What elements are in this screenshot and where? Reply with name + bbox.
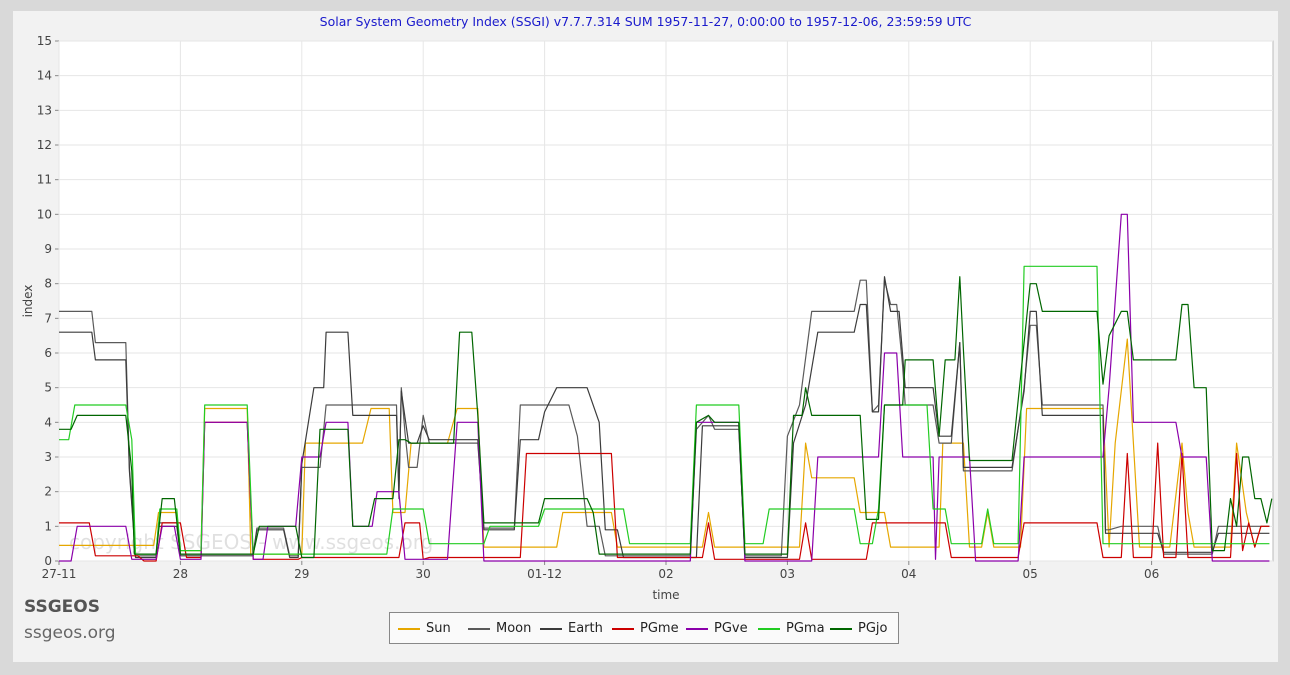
y-tick-label: 15 bbox=[37, 34, 52, 48]
x-tick-label: 30 bbox=[416, 567, 431, 581]
x-tick-label: 27-11 bbox=[42, 567, 77, 581]
y-tick-label: 9 bbox=[44, 242, 52, 256]
legend-label: PGjo bbox=[858, 621, 888, 636]
x-tick-label: 06 bbox=[1144, 567, 1159, 581]
legend-swatch bbox=[612, 627, 634, 630]
y-tick-label: 11 bbox=[37, 173, 52, 187]
y-tick-label: 12 bbox=[37, 138, 52, 152]
legend-item-pgme: PGme bbox=[612, 621, 679, 636]
legend-label: PGve bbox=[714, 621, 748, 636]
legend-item-pgma: PGma bbox=[758, 621, 825, 636]
y-tick-label: 7 bbox=[44, 311, 52, 325]
series-line-pgjo bbox=[59, 276, 1273, 559]
x-tick-label: 28 bbox=[173, 567, 188, 581]
legend-label: PGme bbox=[640, 621, 679, 636]
x-tick-label: 05 bbox=[1023, 567, 1038, 581]
y-tick-label: 5 bbox=[44, 381, 52, 395]
y-tick-label: 10 bbox=[37, 207, 52, 221]
y-tick-label: 13 bbox=[37, 103, 52, 117]
y-tick-label: 1 bbox=[44, 519, 52, 533]
x-tick-label: 03 bbox=[780, 567, 795, 581]
series-line-pgme bbox=[59, 421, 1270, 562]
legend-swatch bbox=[398, 627, 420, 630]
legend-label: Earth bbox=[568, 621, 603, 636]
x-tick-label: 02 bbox=[658, 567, 673, 581]
x-tick-label: 04 bbox=[901, 567, 916, 581]
legend-item-sun: Sun bbox=[398, 621, 451, 636]
y-tick-label: 14 bbox=[37, 69, 52, 83]
legend-swatch bbox=[468, 627, 490, 630]
y-tick-label: 0 bbox=[44, 554, 52, 568]
y-tick-label: 3 bbox=[44, 450, 52, 464]
brand-name: SSGEOS bbox=[24, 597, 100, 617]
y-tick-label: 4 bbox=[44, 415, 52, 429]
legend-swatch bbox=[540, 627, 562, 630]
legend-label: PGma bbox=[786, 621, 825, 636]
x-axis-label: time bbox=[652, 588, 679, 602]
y-tick-label: 8 bbox=[44, 277, 52, 291]
chart-legend: Sun Moon Earth PGme PGve PGma PGjo bbox=[389, 612, 899, 644]
legend-label: Moon bbox=[496, 621, 532, 636]
legend-item-pgve: PGve bbox=[686, 621, 748, 636]
series-line-earth bbox=[59, 276, 1270, 559]
chart-panel: Solar System Geometry Index (SSGI) v7.7.… bbox=[13, 11, 1278, 662]
legend-swatch bbox=[758, 627, 780, 630]
x-tick-label: 01-12 bbox=[527, 567, 562, 581]
y-tick-label: 6 bbox=[44, 346, 52, 360]
series-line-pgma bbox=[59, 265, 1270, 555]
y-axis-label: index bbox=[21, 285, 35, 318]
legend-item-pgjo: PGjo bbox=[830, 621, 887, 636]
y-tick-label: 2 bbox=[44, 485, 52, 499]
legend-label: Sun bbox=[426, 621, 451, 636]
legend-item-earth: Earth bbox=[540, 621, 603, 636]
legend-swatch bbox=[686, 627, 708, 630]
x-tick-label: 29 bbox=[294, 567, 309, 581]
legend-item-moon: Moon bbox=[468, 621, 531, 636]
chart-title: Solar System Geometry Index (SSGI) v7.7.… bbox=[319, 14, 972, 29]
brand-site: ssgeos.org bbox=[24, 623, 116, 643]
legend-swatch bbox=[830, 627, 852, 630]
